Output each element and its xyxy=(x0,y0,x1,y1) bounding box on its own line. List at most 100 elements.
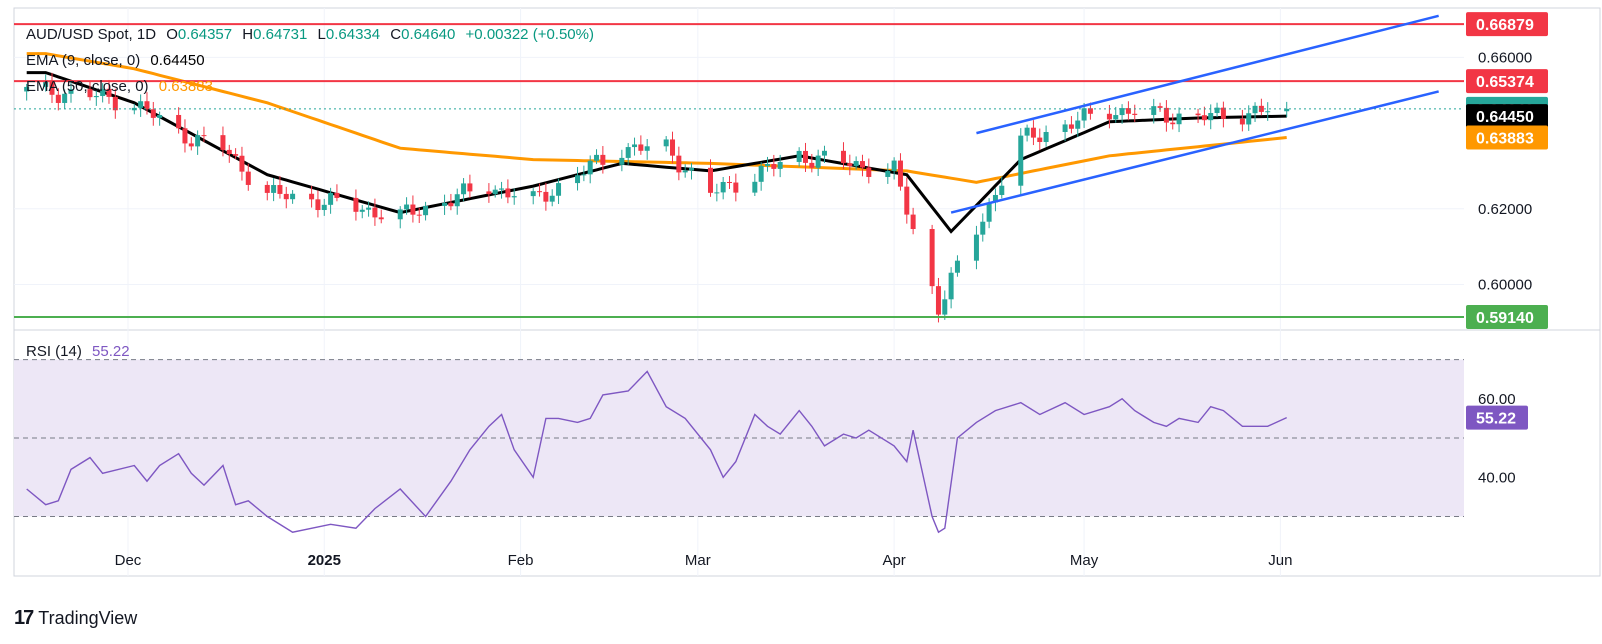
candle-body xyxy=(271,185,277,193)
candle-body xyxy=(992,194,998,203)
x-tick-label: May xyxy=(1070,552,1099,569)
candle-body xyxy=(359,209,365,212)
price-tag xyxy=(1466,69,1548,94)
chart-frame xyxy=(13,7,1601,577)
candle-body xyxy=(62,93,68,103)
candle-body xyxy=(106,88,112,97)
candle-body xyxy=(461,183,467,195)
candle-body xyxy=(1125,108,1131,114)
candle-body xyxy=(505,188,511,198)
candle-body xyxy=(935,286,941,315)
candle-body xyxy=(1030,127,1036,138)
candle-body xyxy=(594,154,600,161)
x-tick-label: 2025 xyxy=(308,552,341,569)
price-tag xyxy=(1466,305,1548,330)
price-tag-label: 0.63883 xyxy=(1476,131,1534,148)
rsi-line xyxy=(26,370,1287,534)
candle-body xyxy=(682,170,688,173)
candle-body xyxy=(1195,113,1201,116)
price-tag-label: 0.64450 xyxy=(1476,109,1534,126)
candle-body xyxy=(416,214,422,216)
candle-body xyxy=(929,229,935,287)
y-tick-label: 0.66000 xyxy=(1478,49,1532,66)
candle-body xyxy=(353,197,359,212)
candle-body xyxy=(676,155,682,173)
candle-body xyxy=(980,221,986,235)
candle-body xyxy=(138,101,144,108)
candle-body xyxy=(150,109,156,118)
candle-body xyxy=(733,182,739,193)
candle-body xyxy=(309,193,315,200)
candle-body xyxy=(999,185,1005,195)
rsi-label: RSI (14) xyxy=(26,343,82,360)
candle-body xyxy=(771,164,777,169)
candle-body xyxy=(986,202,992,222)
candle-body xyxy=(93,96,99,98)
candle-body xyxy=(897,160,903,187)
candle-body xyxy=(1018,135,1024,186)
candle-body xyxy=(87,89,93,98)
candle-body xyxy=(575,175,581,184)
candle-body xyxy=(1068,124,1074,129)
candle-body xyxy=(821,150,827,156)
ema9-label: EMA (9, close, 0) xyxy=(26,52,141,69)
candle-body xyxy=(448,202,454,207)
candle-body xyxy=(157,114,163,118)
candle-body xyxy=(49,81,55,95)
candle-body xyxy=(942,299,948,315)
ema9-line xyxy=(26,71,1287,234)
candle-body xyxy=(315,199,321,211)
candle-body xyxy=(840,150,846,164)
candle-body xyxy=(904,186,910,215)
candle-body xyxy=(758,165,764,182)
candle-body xyxy=(556,183,562,196)
price-tags: 0.668790.653740.646400.644500.638830.591… xyxy=(1466,12,1548,430)
candle-body xyxy=(1132,113,1138,115)
rsi-tick-label: 60.00 xyxy=(1478,391,1516,408)
ohlc-close: C0.64640 xyxy=(390,26,456,43)
candle-body xyxy=(397,209,403,220)
candle-body xyxy=(100,88,106,97)
ema9-legend: EMA (9, close, 0) 0.64450 xyxy=(26,52,211,70)
candle-body xyxy=(752,181,758,193)
price-tag-label: 0.65374 xyxy=(1476,74,1534,91)
candle-body xyxy=(1176,113,1182,125)
candle-body xyxy=(68,89,74,94)
candle-body xyxy=(910,214,916,230)
candle-body xyxy=(1075,120,1081,129)
candle-body xyxy=(1151,106,1157,115)
candle-body xyxy=(454,194,460,207)
candle-body xyxy=(1239,118,1245,125)
candle-body xyxy=(499,188,505,190)
ohlc-low: L0.64334 xyxy=(317,26,381,43)
y-tick-label: 0.62000 xyxy=(1478,201,1532,218)
candle-body xyxy=(866,167,872,177)
candle-body xyxy=(321,204,327,211)
candles xyxy=(24,72,1290,323)
candle-body xyxy=(55,94,61,103)
candle-body xyxy=(182,128,188,144)
candle-body xyxy=(644,146,650,151)
rsi-value: 55.22 xyxy=(92,343,130,360)
tradingview-logo[interactable]: 17 TradingView xyxy=(14,606,137,630)
x-tick-label: Jun xyxy=(1268,552,1292,569)
candle-body xyxy=(619,157,625,165)
y-tick-label: 0.60000 xyxy=(1478,276,1532,293)
channel-lower-line xyxy=(950,90,1439,214)
candle-body xyxy=(283,193,289,200)
candle-body xyxy=(859,161,865,168)
candle-body xyxy=(1062,124,1068,132)
moving-averages xyxy=(26,52,1287,234)
candle-body xyxy=(1258,105,1264,112)
candle-body xyxy=(1265,111,1271,113)
candle-body xyxy=(796,150,802,162)
x-tick-label: Dec xyxy=(115,552,142,569)
symbol-title: AUD/USD Spot, 1D xyxy=(26,26,157,43)
candle-body xyxy=(24,86,30,92)
candle-body xyxy=(467,183,473,192)
rsi-legend: RSI (14) 55.22 xyxy=(26,343,136,361)
ohlc-high: H0.64731 xyxy=(242,26,308,43)
ema50-legend: EMA (50, close, 0) 0.63883 xyxy=(26,78,219,96)
candle-body xyxy=(144,101,150,110)
